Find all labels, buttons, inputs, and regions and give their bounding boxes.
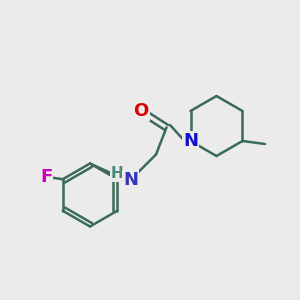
- Text: N: N: [123, 171, 138, 189]
- Text: F: F: [40, 168, 52, 186]
- Text: N: N: [183, 132, 198, 150]
- Text: H: H: [111, 166, 123, 181]
- Text: O: O: [134, 102, 148, 120]
